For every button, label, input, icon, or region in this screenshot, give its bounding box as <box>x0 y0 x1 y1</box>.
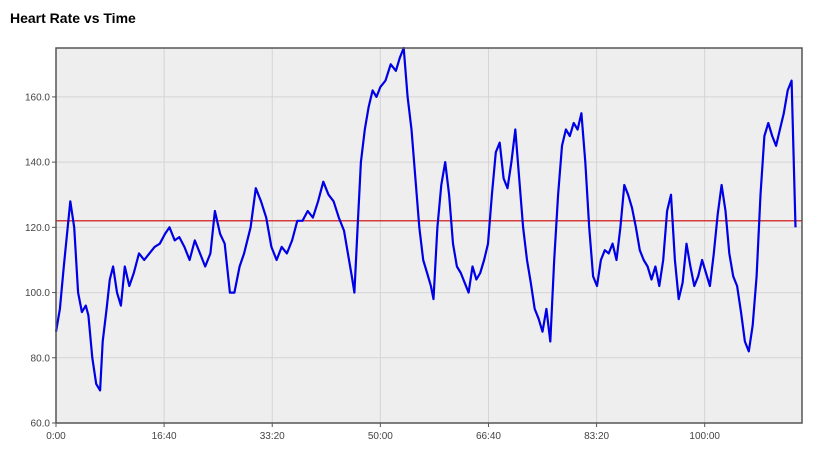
x-axis: 0:00 16:40 33:20 50:00 66:40 83:20 100:00 <box>46 423 720 442</box>
chart-title: Heart Rate vs Time <box>10 10 136 26</box>
x-tick-label: 83:20 <box>584 431 609 442</box>
x-tick-label: 100:00 <box>689 431 720 442</box>
x-tick-label: 66:40 <box>476 431 501 442</box>
y-tick-label: 160.0 <box>25 92 50 103</box>
x-tick-label: 33:20 <box>260 431 285 442</box>
y-tick-label: 60.0 <box>31 419 51 430</box>
y-tick-label: 100.0 <box>25 288 50 299</box>
y-tick-label: 120.0 <box>25 223 50 234</box>
y-tick-label: 140.0 <box>25 158 50 169</box>
y-tick-label: 80.0 <box>31 353 51 364</box>
series-group <box>54 46 797 392</box>
plot-area <box>56 48 802 423</box>
plot-border <box>55 47 803 424</box>
y-axis: 60.0 80.0 100.0 120.0 140.0 160.0 <box>25 92 56 430</box>
x-tick-label: 0:00 <box>46 431 66 442</box>
heart-rate-series-line <box>54 46 797 392</box>
x-tick-label: 16:40 <box>152 431 177 442</box>
x-tick-label: 50:00 <box>368 431 393 442</box>
